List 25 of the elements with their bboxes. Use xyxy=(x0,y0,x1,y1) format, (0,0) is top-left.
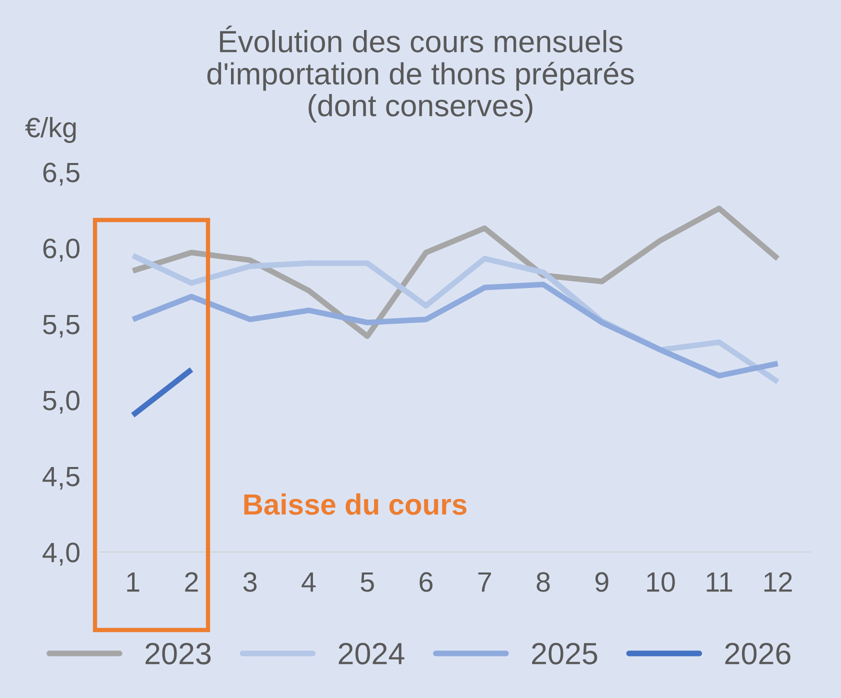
annotation: Baisse du cours xyxy=(244,493,466,515)
legend-label: 2025 xyxy=(532,642,598,664)
x-tick-label: 5 xyxy=(360,572,374,592)
x-tick-label: 1 xyxy=(127,572,140,592)
y-tick-label: 5,5 xyxy=(43,314,80,338)
x-tick-label: 8 xyxy=(536,572,550,592)
y-tick-label: 6,0 xyxy=(43,238,80,262)
x-tick-label: 2 xyxy=(185,572,198,592)
legend-label: 2026 xyxy=(725,642,790,664)
x-tick-label: 11 xyxy=(706,572,732,592)
x-tick-label: 12 xyxy=(764,572,792,592)
legend-label: 2023 xyxy=(146,642,211,664)
x-tick-label: 6 xyxy=(420,572,432,592)
y-tick-label: 6,5 xyxy=(43,162,80,186)
y-tick-label: 5,0 xyxy=(43,390,80,414)
y-axis-title: €/kg xyxy=(25,117,76,143)
legend-label: 2024 xyxy=(338,642,404,664)
x-tick-label: 9 xyxy=(595,572,608,592)
x-tick-label: 10 xyxy=(647,572,675,592)
x-tick-label: 3 xyxy=(243,572,257,592)
y-tick-label: 4,0 xyxy=(42,542,80,566)
chart-title: Évolution des cours mensuels d'importation de thons préparés (dont conserves) xyxy=(207,26,634,122)
x-tick-label: 4 xyxy=(302,572,316,592)
y-tick-label: 4,5 xyxy=(42,466,80,490)
x-tick-label: 7 xyxy=(478,572,491,592)
